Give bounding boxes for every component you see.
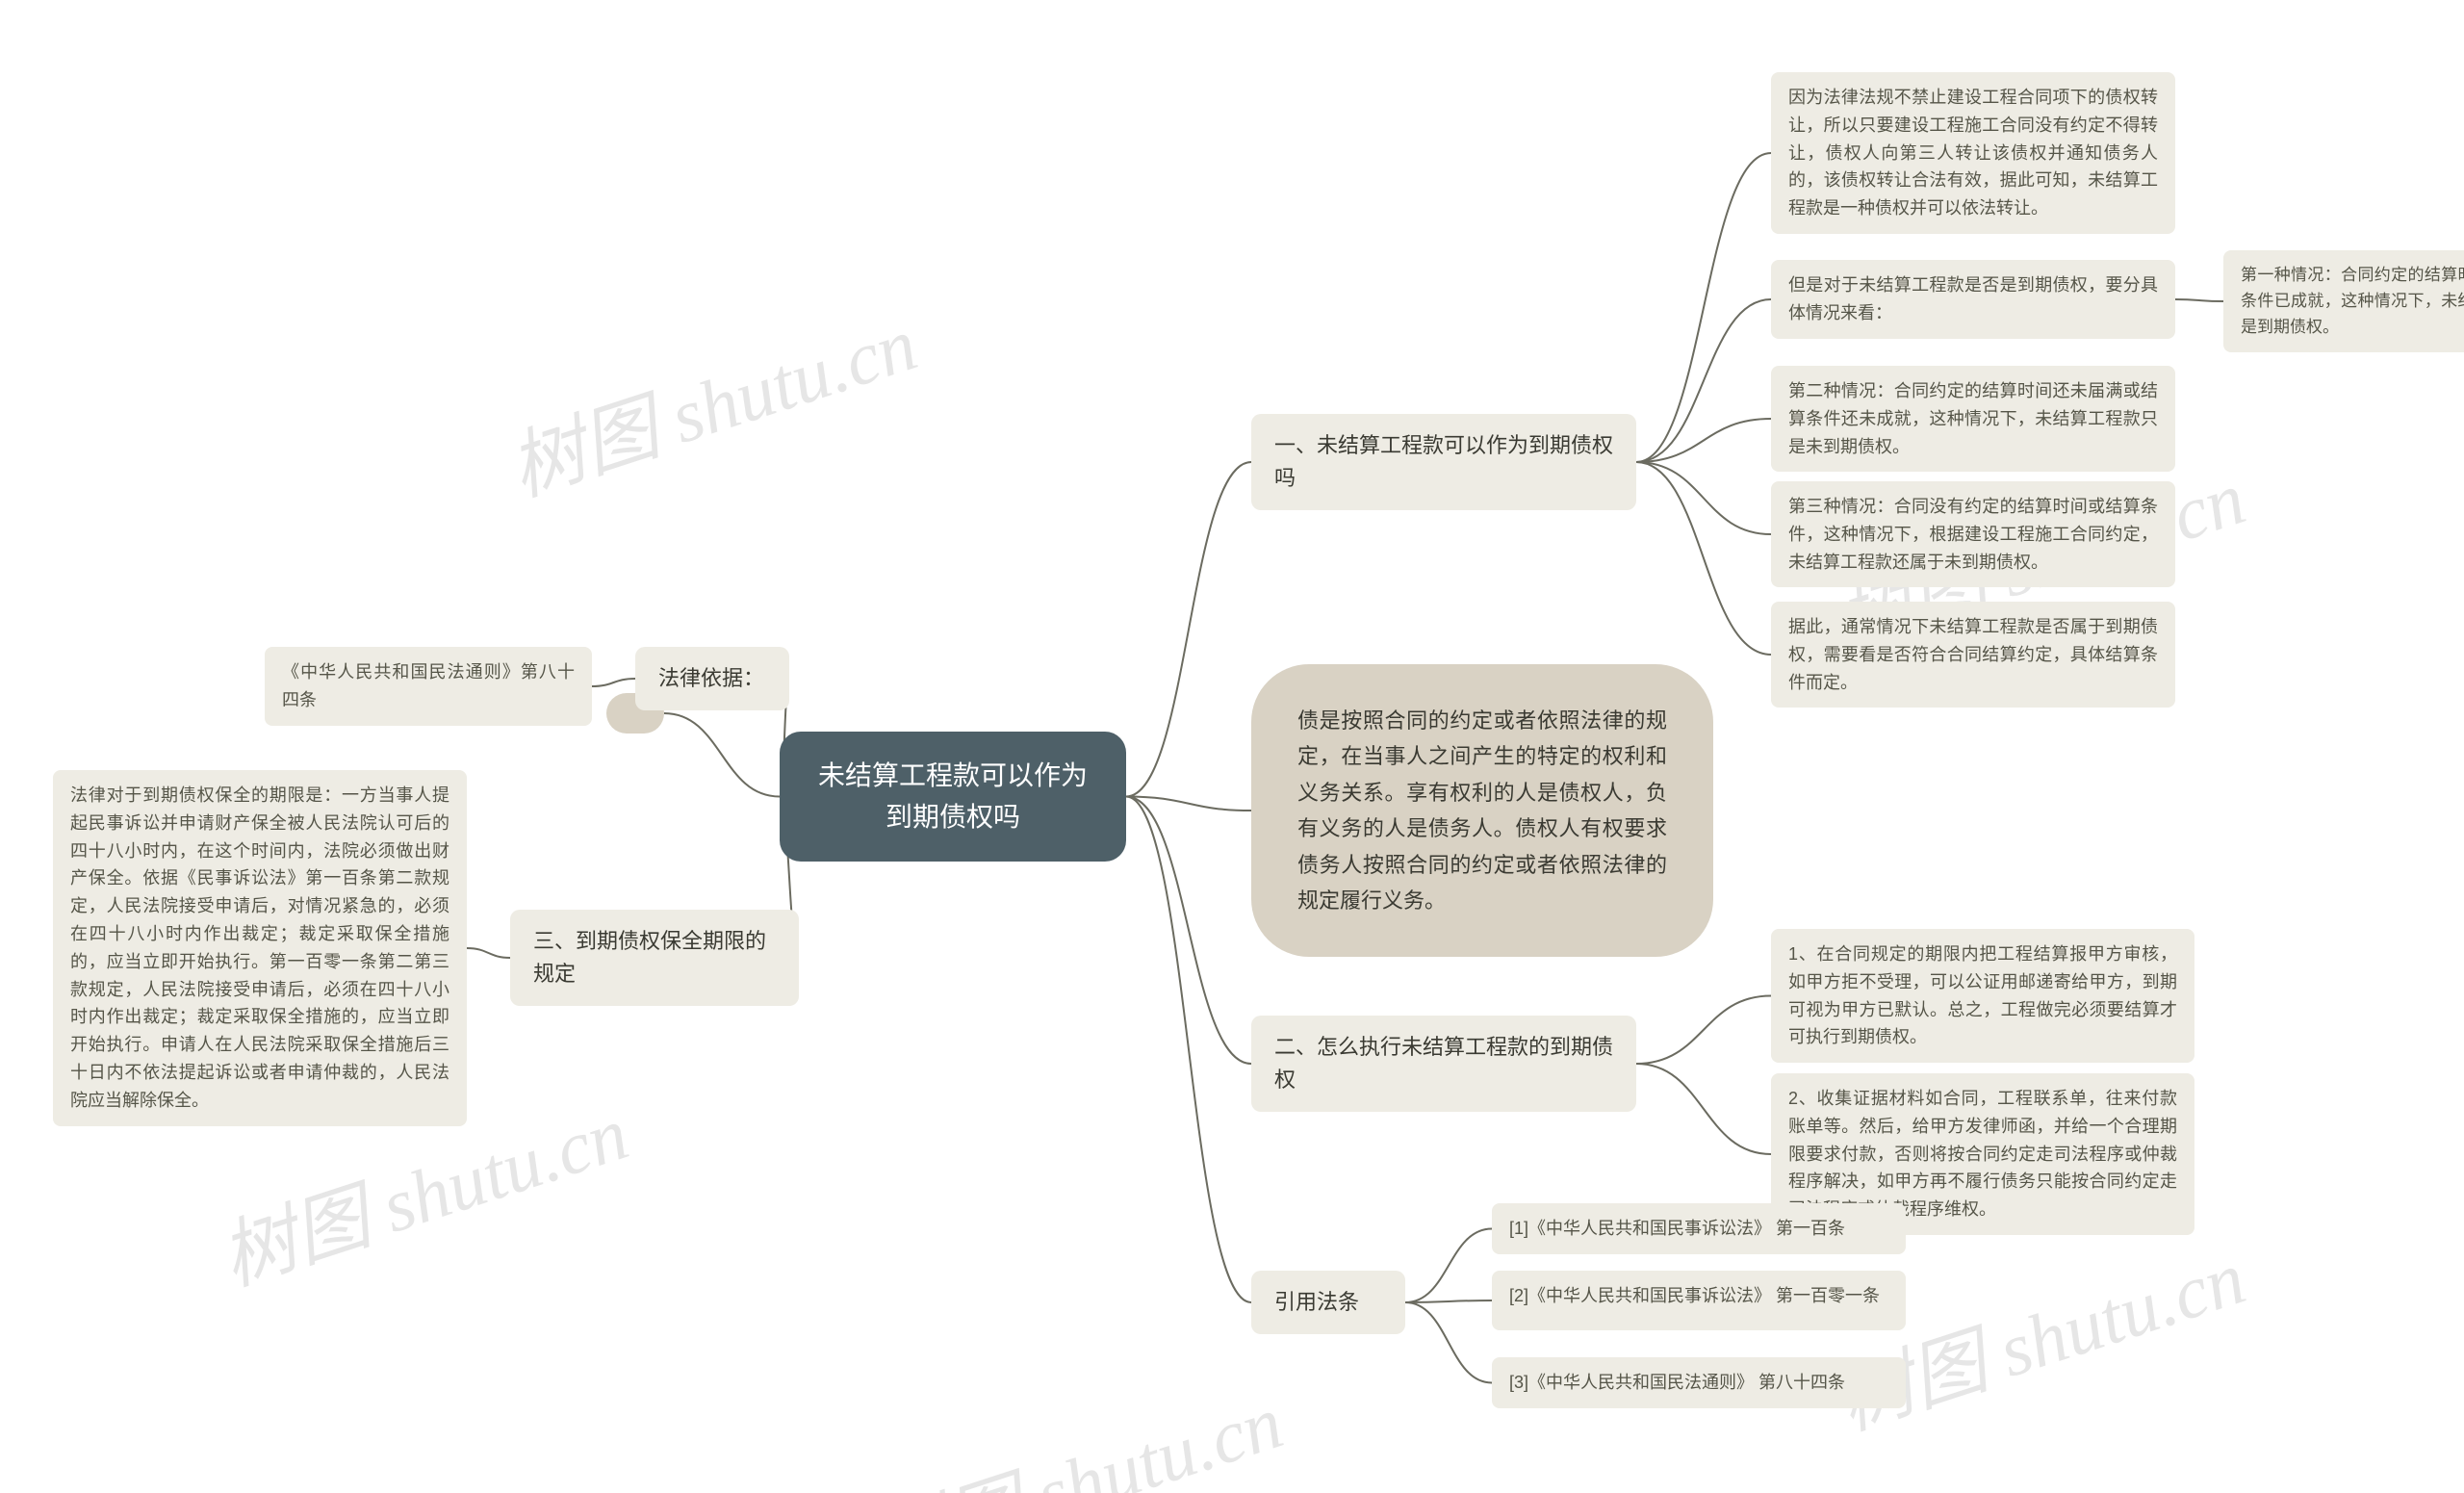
- branch-3-leaf-3: [3]《中华人民共和国民法通则》 第八十四条: [1492, 1357, 1906, 1408]
- branch-3[interactable]: 引用法条: [1251, 1271, 1405, 1334]
- branch-1-leaf-1: 因为法律法规不禁止建设工程合同项下的债权转让，所以只要建设工程施工合同没有约定不…: [1771, 72, 2175, 234]
- branch-1-leaf-5: 据此，通常情况下未结算工程款是否属于到期债权，需要看是否符合合同结算约定，具体结…: [1771, 602, 2175, 708]
- left-branch-3[interactable]: 三、到期债权保全期限的规定: [510, 910, 799, 1006]
- left-branch-legal-basis[interactable]: 法律依据：: [635, 647, 789, 710]
- branch-1[interactable]: 一、未结算工程款可以作为到期债权吗: [1251, 414, 1636, 510]
- branch-1-leaf-3: 第二种情况：合同约定的结算时间还未届满或结算条件还未成就，这种情况下，未结算工程…: [1771, 366, 2175, 472]
- left-branch-3-leaf: 法律对于到期债权保全的期限是：一方当事人提起民事诉讼并申请财产保全被人民法院认可…: [53, 770, 467, 1126]
- intro-node: 债是按照合同的约定或者依照法律的规定，在当事人之间产生的特定的权利和义务关系。享…: [1251, 664, 1713, 957]
- mindmap-canvas: 树图 shutu.cn 树图 shutu.cn 树图 shutu.cn 树图 s…: [0, 0, 2464, 1493]
- branch-2[interactable]: 二、怎么执行未结算工程款的到期债权: [1251, 1016, 1636, 1112]
- left-branch-legal-basis-leaf: 《中华人民共和国民法通则》第八十四条: [265, 647, 592, 726]
- branch-1-leaf-4: 第三种情况：合同没有约定的结算时间或结算条件，这种情况下，根据建设工程施工合同约…: [1771, 481, 2175, 587]
- branch-1-leaf-2: 但是对于未结算工程款是否是到期债权，要分具体情况来看：: [1771, 260, 2175, 339]
- watermark: 树图 shutu.cn: [494, 284, 928, 517]
- branch-3-leaf-2: [2]《中华人民共和国民事诉讼法》 第一百零一条: [1492, 1271, 1906, 1330]
- branch-1-leaf-2-sub: 第一种情况：合同约定的结算时间已届满或结算条件已成就，这种情况下，未结算工程款可…: [2223, 250, 2464, 352]
- branch-3-leaf-1: [1]《中华人民共和国民事诉讼法》 第一百条: [1492, 1203, 1906, 1254]
- watermark: 树图 shutu.cn: [860, 1362, 1294, 1493]
- branch-2-leaf-1: 1、在合同规定的期限内把工程结算报甲方审核，如甲方拒不受理，可以公证用邮递寄给甲…: [1771, 929, 2194, 1063]
- center-node[interactable]: 未结算工程款可以作为到期债权吗: [780, 732, 1126, 862]
